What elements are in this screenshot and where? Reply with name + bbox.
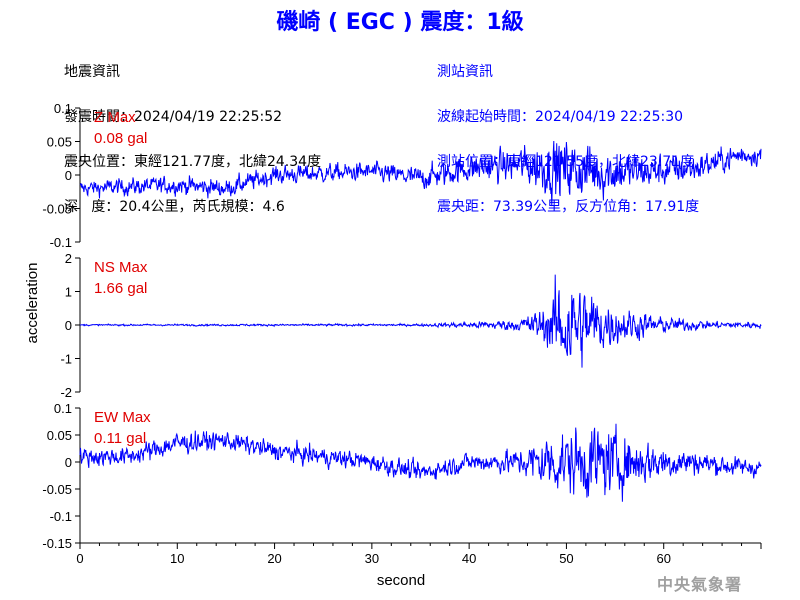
y-tick-label: 1 [65, 285, 72, 300]
panel-z: 0.1 0.05 0 -0.05 -0.1 Z Max 0.08 gal [42, 101, 762, 250]
trace-ew [79, 423, 762, 502]
event-info-block: 地震資訊 發震時間：2024/04/19 22:25:52 震央位置：東經121… [64, 35, 321, 230]
y-tick-label: -0.1 [50, 509, 72, 524]
max-value: 1.66 gal [94, 280, 147, 297]
y-tick-label: 0 [65, 318, 72, 333]
event-info-heading: 地震資訊 [64, 64, 120, 80]
y-tick-label: 0 [65, 168, 72, 183]
x-tick-label: 30 [365, 551, 379, 566]
y-tick-label: -0.05 [42, 202, 72, 217]
y-tick-label: -1 [60, 352, 72, 367]
x-axis: 0 10 20 30 40 50 60 [76, 542, 762, 566]
y-tick-label: 0.05 [47, 428, 72, 443]
page-title: 磯崎 ( EGC ) 震度：1級 [276, 10, 524, 35]
event-depth-magnitude: 深 度：20.4公里，芮氏規模：4.6 [64, 199, 285, 215]
y-tick-label: -2 [60, 385, 72, 400]
trace-ns [79, 274, 762, 368]
event-epicenter: 震央位置：東經121.77度，北緯24.34度 [64, 154, 322, 170]
agency-watermark: 中央氣象署 [657, 575, 743, 594]
x-tick-label: 0 [76, 551, 83, 566]
x-axis-label: second [377, 572, 425, 589]
max-label: NS Max [94, 259, 148, 276]
x-tick-label: 60 [656, 551, 670, 566]
seismogram-panels: 0.1 0.05 0 -0.05 -0.1 Z Max 0.08 gal 2 1 0 -1 -2 NS … [42, 101, 762, 551]
y-tick-label: -0.1 [50, 235, 72, 250]
max-label: Z Max [94, 109, 136, 126]
max-value: 0.11 gal [94, 430, 146, 447]
panel-ns: 2 1 0 -1 -2 NS Max 1.66 gal [60, 251, 762, 400]
x-tick-label: 40 [462, 551, 476, 566]
y-axis-label: acceleration [24, 263, 41, 344]
y-tick-label: -0.05 [42, 482, 72, 497]
y-tick-label: 2 [65, 251, 72, 266]
panel-ew: 0.1 0.05 0 -0.05 -0.1 -0.15 EW Max 0.11 gal [42, 401, 762, 551]
max-label: EW Max [94, 409, 151, 426]
x-tick-label: 10 [170, 551, 184, 566]
y-tick-label: 0.1 [54, 101, 72, 116]
max-value: 0.08 gal [94, 130, 147, 147]
x-tick-label: 50 [559, 551, 573, 566]
y-tick-label: 0 [65, 455, 72, 470]
event-origin-time: 發震時間：2024/04/19 22:25:52 [64, 109, 283, 125]
y-tick-label: -0.15 [42, 536, 72, 551]
trace-z [79, 140, 762, 207]
station-distance-azimuth: 震央距：73.39公里，反方位角：17.91度 [437, 199, 700, 215]
y-tick-label: 0.05 [47, 135, 72, 150]
x-tick-label: 20 [267, 551, 281, 566]
station-info-heading: 測站資訊 [437, 64, 493, 80]
y-tick-label: 0.1 [54, 401, 72, 416]
station-start-time: 波線起始時間：2024/04/19 22:25:30 [437, 109, 684, 125]
